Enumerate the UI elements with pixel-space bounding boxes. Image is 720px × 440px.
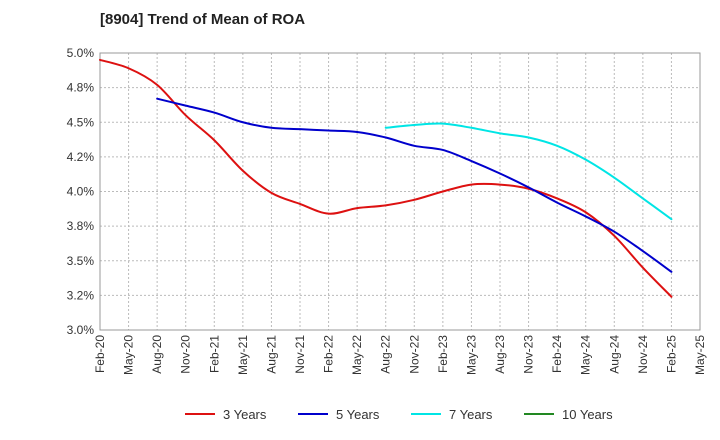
- x-tick-label: May-24: [579, 335, 593, 375]
- y-tick-label: 4.5%: [67, 115, 95, 129]
- y-tick-label: 3.8%: [67, 219, 95, 233]
- y-tick-label: 4.8%: [67, 81, 95, 95]
- x-tick-label: Aug-22: [379, 335, 393, 374]
- y-tick-label: 3.2%: [67, 288, 95, 302]
- legend: 3 Years 5 Years 7 Years 10 Years: [185, 407, 613, 422]
- x-tick-label: May-20: [122, 335, 136, 375]
- x-tick-label: Feb-24: [550, 335, 564, 373]
- plot-frame: [99, 52, 701, 331]
- y-tick-label: 4.0%: [67, 185, 95, 199]
- x-tick-label: Feb-25: [664, 335, 678, 373]
- x-tick-label: Aug-20: [150, 335, 164, 374]
- x-tick-label: Feb-23: [436, 335, 450, 373]
- x-tick-label: Feb-20: [93, 335, 107, 373]
- series-line-3-years: [99, 58, 673, 298]
- legend-label-3-years: 3 Years: [223, 407, 267, 422]
- x-tick-label: Nov-24: [636, 335, 650, 374]
- y-axis-ticks: 3.0% 3.2% 3.5% 3.8% 4.0% 4.2% 4.5% 4.8% 5.0%: [67, 46, 95, 337]
- x-tick-label: Aug-21: [264, 335, 278, 374]
- x-tick-label: May-22: [350, 335, 364, 375]
- series-line-7-years: [384, 122, 673, 221]
- y-tick-label: 4.2%: [67, 150, 95, 164]
- y-tick-label: 3.0%: [67, 323, 95, 337]
- series-layer: [99, 58, 673, 298]
- chart-title: [8904] Trend of Mean of ROA: [100, 11, 305, 28]
- x-tick-label: Feb-22: [322, 335, 336, 373]
- x-tick-label: Nov-22: [407, 335, 421, 374]
- y-tick-label: 5.0%: [67, 46, 95, 60]
- x-tick-label: May-25: [693, 335, 707, 375]
- x-tick-label: May-21: [236, 335, 250, 375]
- grid-layer: [99, 52, 701, 331]
- x-axis-ticks: Feb-20 May-20 Aug-20 Nov-20 Feb-21 May-21 Aug-…: [93, 335, 707, 375]
- series-line-5-years: [156, 97, 673, 273]
- x-tick-label: May-23: [464, 335, 478, 375]
- legend-label-7-years: 7 Years: [449, 407, 493, 422]
- x-tick-label: Nov-20: [179, 335, 193, 374]
- legend-label-10-years: 10 Years: [562, 407, 613, 422]
- legend-label-5-years: 5 Years: [336, 407, 380, 422]
- x-tick-label: Feb-21: [207, 335, 221, 373]
- y-tick-label: 3.5%: [67, 254, 95, 268]
- x-tick-label: Aug-24: [607, 335, 621, 374]
- x-tick-label: Nov-23: [522, 335, 536, 374]
- x-tick-label: Aug-23: [493, 335, 507, 374]
- x-tick-label: Nov-21: [293, 335, 307, 374]
